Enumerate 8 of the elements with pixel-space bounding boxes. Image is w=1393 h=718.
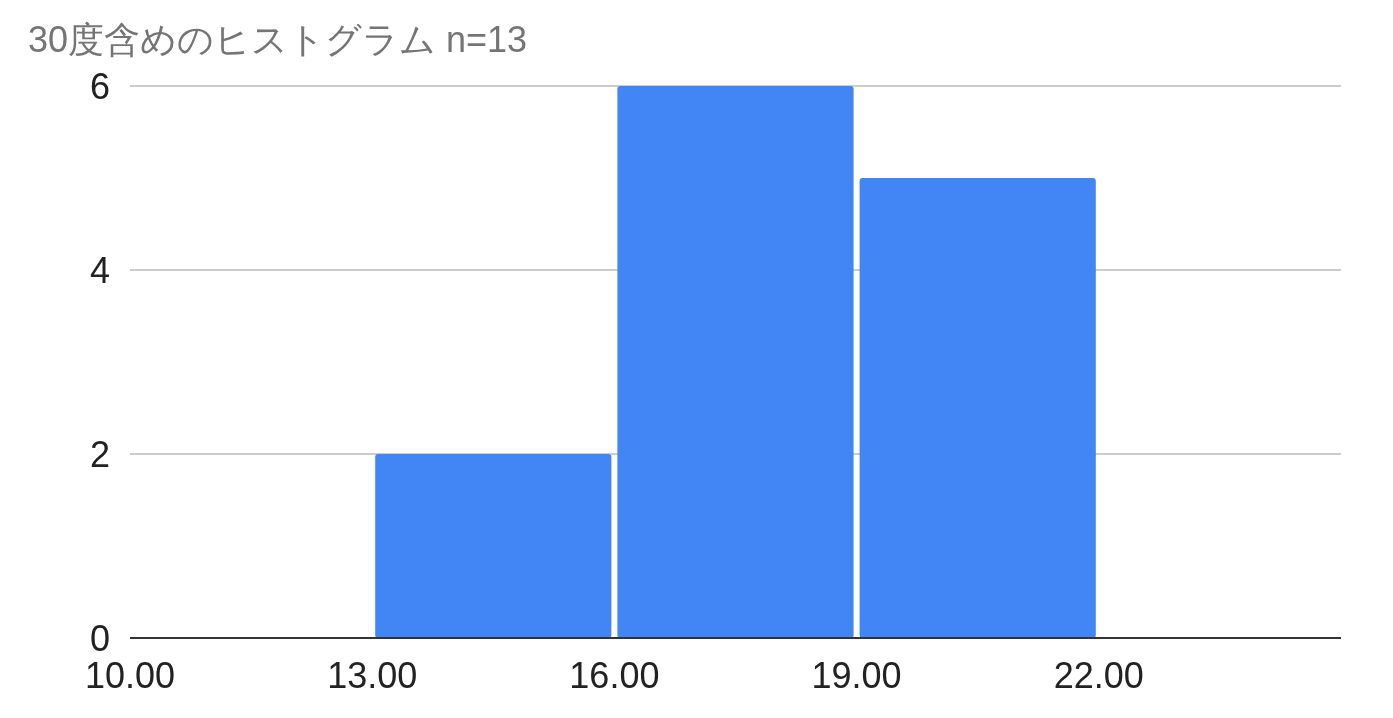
x-tick-label: 19.00 — [811, 655, 902, 696]
x-tick-label: 22.00 — [1053, 655, 1144, 696]
x-tick-label: 16.00 — [569, 655, 660, 696]
y-tick-label: 2 — [89, 433, 110, 475]
y-tick-label: 4 — [89, 249, 110, 291]
chart-title: 30度含めのヒストグラム n=13 — [28, 19, 528, 60]
y-tick-label: 6 — [89, 65, 110, 107]
x-tick-label: 13.00 — [327, 655, 418, 696]
